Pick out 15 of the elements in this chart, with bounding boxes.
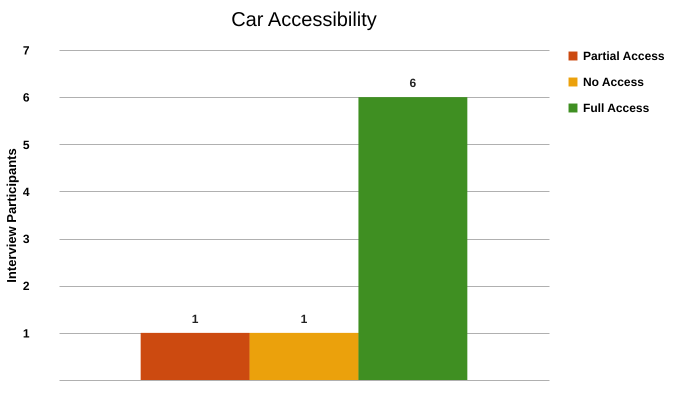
legend-label: Partial Access	[583, 49, 665, 63]
y-tick-label: 7	[22, 44, 30, 58]
y-tick-label: 6	[22, 90, 30, 105]
y-tick-label: 2	[22, 279, 30, 294]
y-tick-label: 4	[22, 184, 30, 199]
y-axis-title: Interview Participants	[4, 148, 19, 283]
chart-title: Car Accessibility	[231, 9, 377, 31]
legend-label: No Access	[583, 75, 644, 89]
data-label: 6	[410, 76, 417, 90]
data-label: 1	[300, 312, 308, 326]
y-tick-label: 3	[22, 232, 30, 246]
y-tick-label: 5	[22, 138, 30, 152]
data-label: 1	[192, 312, 199, 326]
y-tick-label: 1	[22, 326, 30, 340]
legend-label: Full Access	[583, 101, 650, 115]
